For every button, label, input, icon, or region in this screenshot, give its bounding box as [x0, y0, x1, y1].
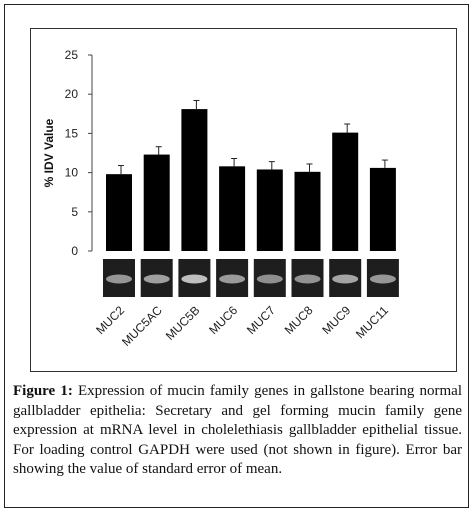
- gel-band: [256, 274, 283, 284]
- bar: [219, 166, 246, 251]
- x-tick-label: MUC2: [93, 303, 127, 337]
- figure-frame: 0 5 10 15 20 25 % IDV Value MUC2 MUC5AC MUC5B MUC6…: [4, 4, 469, 508]
- x-tick-label: MUC6: [206, 303, 240, 337]
- gel-band: [106, 274, 132, 284]
- bar: [332, 132, 359, 251]
- x-tick-label: MUC5AC: [119, 303, 165, 349]
- bar: [294, 171, 321, 251]
- y-tick-label: 0: [71, 244, 78, 258]
- chart-panel: 0 5 10 15 20 25 % IDV Value MUC2 MUC5AC MUC5B MUC6…: [30, 28, 457, 372]
- y-tick-label: 25: [65, 48, 79, 62]
- x-tick-label: MUC11: [353, 303, 391, 341]
- figure-caption: Figure 1: Expression of mucin family gen…: [13, 382, 462, 480]
- bar: [181, 109, 208, 251]
- y-tick-label: 10: [65, 166, 79, 180]
- y-tick-label: 20: [65, 87, 79, 101]
- y-tick-label: 15: [65, 126, 79, 140]
- bar: [369, 167, 396, 251]
- x-tick-label: MUC8: [282, 303, 316, 337]
- bar: [143, 154, 170, 251]
- bar: [256, 169, 283, 251]
- x-tick-label: MUC7: [244, 303, 278, 337]
- gel-band: [294, 274, 321, 284]
- caption-text: Expression of mucin family genes in gall…: [13, 383, 463, 477]
- y-axis-label: % IDV Value: [42, 118, 56, 187]
- gel-band: [219, 274, 246, 284]
- bar: [106, 174, 132, 251]
- caption-label: Figure 1:: [13, 383, 73, 399]
- gel-band: [332, 274, 359, 284]
- gel-band: [369, 274, 396, 284]
- x-tick-label: MUC9: [319, 303, 353, 337]
- gel-band: [181, 274, 208, 284]
- gel-band: [143, 274, 170, 284]
- x-tick-label: MUC5B: [163, 303, 203, 343]
- y-tick-label: 5: [71, 205, 78, 219]
